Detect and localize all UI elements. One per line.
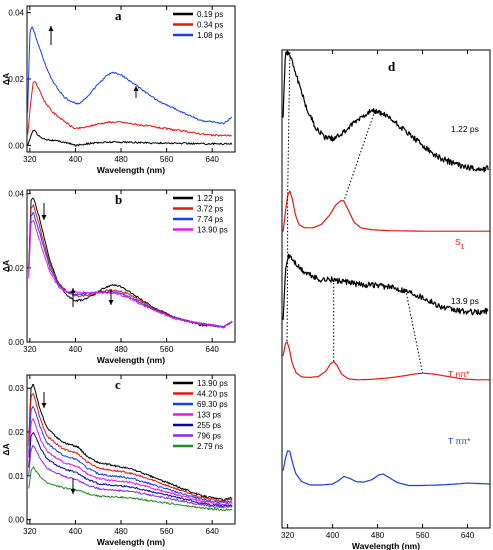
- legend-label: 44.20 ps: [197, 390, 228, 399]
- plot-area: [282, 51, 490, 487]
- x-tick-label: 480: [114, 527, 128, 536]
- legend-label: 133 ps: [197, 411, 221, 420]
- label-s1: S1: [455, 237, 465, 251]
- series-line: [282, 341, 490, 381]
- y-tick-label: 0.04: [8, 190, 24, 199]
- legend-label: 13.90 ps: [197, 379, 228, 388]
- series-line: [27, 26, 233, 125]
- arrow-up-head: [133, 86, 139, 91]
- x-tick-label: 320: [23, 527, 37, 536]
- x-tick-label: 560: [416, 531, 430, 540]
- x-tick-label: 640: [206, 345, 220, 354]
- series-line: [28, 383, 233, 502]
- chart-panel-c: 320 400 480 560 640 Wavelength (nm) 0.00 0.01 0.…: [1, 374, 236, 547]
- label-13p9ps: 13.9 ps: [451, 296, 479, 306]
- series-line: [27, 81, 232, 137]
- arrow-up-head: [48, 26, 54, 31]
- y-tick-label: 0.00: [8, 516, 24, 525]
- arrow-down-head: [70, 489, 76, 494]
- y-tick-label: 0.00: [8, 141, 24, 150]
- series-line: [282, 253, 489, 320]
- plot-frame: [281, 49, 491, 529]
- legend-label: 796 ps: [197, 432, 221, 441]
- legend-label: 3.72 ps: [197, 205, 223, 214]
- legend-label: 1.08 ps: [197, 31, 223, 40]
- dotted-connector: [286, 255, 289, 342]
- legend-label: 7.74 ps: [197, 215, 223, 224]
- chart-panel-a: 320 400 480 560 640 Wavelength (nm) 0.00 0.02 0.…: [1, 5, 236, 175]
- chart-panel-d: 320 400 480 560 640 Wavelength (nm) d 1.22 ps S1…: [281, 49, 491, 550]
- series-line: [28, 406, 233, 504]
- x-tick-label: 320: [23, 345, 37, 354]
- series-line: [28, 432, 233, 508]
- dotted-connector: [343, 111, 376, 202]
- dotted-connector: [405, 289, 424, 374]
- label-1p22ps: 1.22 ps: [451, 124, 479, 134]
- x-axis-label: Wavelength (nm): [352, 541, 420, 550]
- x-tick-label: 400: [69, 155, 83, 164]
- x-tick-label: 320: [23, 155, 37, 164]
- x-tick-label: 480: [114, 155, 128, 164]
- series-line: [282, 450, 490, 487]
- plot-frame: [26, 189, 236, 343]
- legend-label: 1.22 ps: [197, 194, 223, 203]
- legend-label: 0.19 ps: [197, 10, 223, 19]
- x-axis-label: Wavelength (nm): [97, 537, 165, 547]
- x-tick-label: 640: [461, 531, 475, 540]
- legend-label: 69.30 ps: [197, 400, 228, 409]
- x-tick-label: 560: [160, 345, 174, 354]
- arrow-down-head: [41, 215, 47, 220]
- y-tick-label: 0.01: [8, 472, 24, 481]
- label-t-pipi: T ππ*: [448, 436, 471, 446]
- series-line: [28, 220, 233, 328]
- y-axis-label: ΔA: [1, 73, 11, 85]
- plot-area: [28, 197, 233, 329]
- chart-panel-b: 320 400 480 560 640 Wavelength (nm) 0.00 0.02 0.…: [1, 189, 236, 365]
- panel-label: c: [115, 377, 121, 392]
- x-tick-label: 400: [326, 531, 340, 540]
- panel-label: b: [115, 192, 122, 207]
- plot-area: [28, 383, 233, 512]
- x-tick-label: 320: [281, 531, 295, 540]
- arrow-up-head: [70, 288, 76, 293]
- series-line: [282, 190, 490, 232]
- arrow-down-head: [41, 403, 47, 408]
- series-line: [28, 466, 233, 512]
- x-tick-label: 400: [69, 527, 83, 536]
- x-tick-label: 480: [371, 531, 385, 540]
- dotted-connector: [287, 52, 291, 196]
- x-tick-label: 560: [160, 527, 174, 536]
- y-tick-label: 0.02: [8, 75, 24, 84]
- legend-label: 13.90 ps: [197, 226, 228, 235]
- label-t-npi: T nπ*: [448, 369, 470, 379]
- legend-label: 0.34 ps: [197, 21, 223, 30]
- y-tick-label: 0.02: [8, 264, 24, 273]
- series-line: [28, 445, 233, 509]
- series-line: [282, 51, 489, 173]
- y-axis-label: ΔA: [1, 443, 11, 455]
- x-tick-label: 560: [160, 155, 174, 164]
- legend-label: 255 ps: [197, 421, 221, 430]
- panel-label: d: [388, 59, 396, 74]
- arrow-down-head: [108, 300, 114, 305]
- y-tick-label: 0.04: [8, 9, 24, 18]
- x-tick-label: 640: [206, 155, 220, 164]
- y-tick-label: 0.03: [8, 384, 24, 393]
- plot-frame: [26, 374, 236, 525]
- series-line: [28, 393, 233, 502]
- x-tick-label: 400: [69, 345, 83, 354]
- x-tick-label: 640: [206, 527, 220, 536]
- legend-label: 2.79 ns: [197, 442, 223, 451]
- series-line: [28, 418, 233, 506]
- x-axis-label: Wavelength (nm): [97, 355, 165, 365]
- plot-area: [27, 26, 233, 147]
- x-axis-label: Wavelength (nm): [97, 165, 165, 175]
- x-tick-label: 480: [114, 345, 128, 354]
- y-axis-label: ΔA: [1, 260, 11, 272]
- y-tick-label: 0.02: [8, 428, 24, 437]
- panel-label: a: [115, 8, 122, 23]
- y-tick-label: 0.00: [8, 338, 24, 347]
- series-line: [27, 129, 233, 147]
